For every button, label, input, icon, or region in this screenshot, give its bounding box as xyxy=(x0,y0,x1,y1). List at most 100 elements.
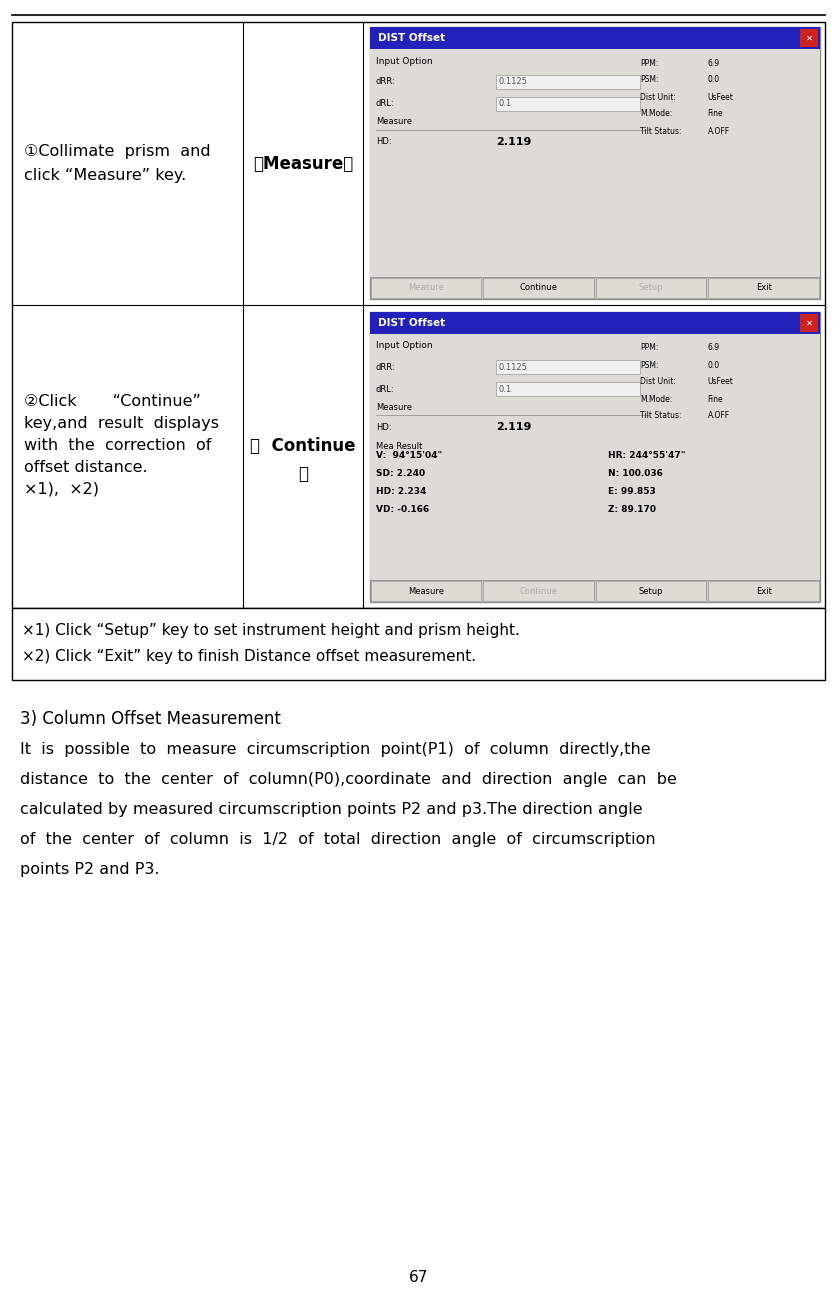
Bar xyxy=(370,335,819,580)
Bar xyxy=(370,312,819,602)
Text: Tilt Status:: Tilt Status: xyxy=(640,126,681,135)
Text: SD: 2.240: SD: 2.240 xyxy=(375,470,425,479)
Text: dRR:: dRR: xyxy=(375,362,395,371)
Text: A.OFF: A.OFF xyxy=(706,126,729,135)
Bar xyxy=(370,278,481,298)
Text: dRL:: dRL: xyxy=(375,100,394,109)
Text: calculated by measured circumscription points P2 and p3.The direction angle: calculated by measured circumscription p… xyxy=(20,802,642,817)
Bar xyxy=(799,314,817,332)
Text: DIST Offset: DIST Offset xyxy=(378,318,445,328)
Text: PSM:: PSM: xyxy=(640,76,658,84)
Text: ②Click       “Continue”: ②Click “Continue” xyxy=(24,394,201,409)
Text: Exit: Exit xyxy=(755,283,771,293)
Bar xyxy=(496,359,640,374)
Text: M.Mode:: M.Mode: xyxy=(640,109,671,118)
Text: HR: 244°55'47": HR: 244°55'47" xyxy=(608,451,686,461)
Bar xyxy=(370,580,819,602)
Text: click “Measure” key.: click “Measure” key. xyxy=(24,168,186,182)
Bar xyxy=(707,581,818,601)
Text: Mea Result: Mea Result xyxy=(375,442,422,451)
Text: 0.0: 0.0 xyxy=(706,361,719,370)
Text: HD: 2.234: HD: 2.234 xyxy=(375,488,426,496)
Text: Measure: Measure xyxy=(408,586,444,596)
Text: Input Option: Input Option xyxy=(375,56,432,66)
Text: offset distance.: offset distance. xyxy=(24,461,147,475)
Text: 0.1: 0.1 xyxy=(498,100,512,109)
Text: Measure: Measure xyxy=(375,118,411,126)
Text: PPM:: PPM: xyxy=(640,344,658,353)
Text: Dist Unit:: Dist Unit: xyxy=(640,378,675,387)
Text: ✕: ✕ xyxy=(804,34,812,42)
Bar xyxy=(483,278,594,298)
Text: Z: 89.170: Z: 89.170 xyxy=(608,505,655,514)
Text: Setup: Setup xyxy=(638,283,663,293)
Text: 2.119: 2.119 xyxy=(496,422,531,432)
Text: dRR:: dRR: xyxy=(375,77,395,87)
Text: It  is  possible  to  measure  circumscription  point(P1)  of  column  directly,: It is possible to measure circumscriptio… xyxy=(20,743,650,757)
Text: Exit: Exit xyxy=(755,586,771,596)
Text: dRL:: dRL: xyxy=(375,384,394,394)
Bar xyxy=(483,581,594,601)
Text: Continue: Continue xyxy=(519,283,557,293)
Text: PPM:: PPM: xyxy=(640,59,658,67)
Text: Input Option: Input Option xyxy=(375,341,432,350)
Text: 0.1125: 0.1125 xyxy=(498,362,528,371)
Text: V:  94°15'04": V: 94°15'04" xyxy=(375,451,441,461)
Text: A.OFF: A.OFF xyxy=(706,412,729,421)
Text: Fine: Fine xyxy=(706,109,722,118)
Text: 【Measure】: 【Measure】 xyxy=(252,155,353,172)
Bar xyxy=(12,22,824,607)
Text: ×2) Click “Exit” key to finish Distance offset measurement.: ×2) Click “Exit” key to finish Distance … xyxy=(22,648,476,664)
Text: ×1) Click “Setup” key to set instrument height and prism height.: ×1) Click “Setup” key to set instrument … xyxy=(22,622,519,638)
Bar xyxy=(595,581,706,601)
Text: key,and  result  displays: key,and result displays xyxy=(24,416,219,432)
Text: 0.0: 0.0 xyxy=(706,76,719,84)
Text: 【  Continue: 【 Continue xyxy=(250,437,355,455)
Text: with  the  correction  of: with the correction of xyxy=(24,438,212,453)
Bar xyxy=(370,277,819,299)
Text: Dist Unit:: Dist Unit: xyxy=(640,93,675,101)
Text: ①Collimate  prism  and: ①Collimate prism and xyxy=(24,144,211,159)
Text: 0.1125: 0.1125 xyxy=(498,77,528,87)
Text: Continue: Continue xyxy=(519,586,557,596)
Bar xyxy=(370,28,819,299)
Text: UsFeet: UsFeet xyxy=(706,93,732,101)
Text: E: 99.853: E: 99.853 xyxy=(608,488,655,496)
Text: 67: 67 xyxy=(408,1270,428,1284)
Bar xyxy=(496,97,640,112)
Text: points P2 and P3.: points P2 and P3. xyxy=(20,862,160,876)
Text: of  the  center  of  column  is  1/2  of  total  direction  angle  of  circumscr: of the center of column is 1/2 of total … xyxy=(20,832,655,848)
Text: Measure: Measure xyxy=(408,283,444,293)
Text: PSM:: PSM: xyxy=(640,361,658,370)
Bar xyxy=(799,29,817,47)
Bar xyxy=(496,382,640,396)
Text: ×1),  ×2): ×1), ×2) xyxy=(24,482,99,497)
Bar xyxy=(370,312,819,335)
Bar xyxy=(370,581,481,601)
Text: HD:: HD: xyxy=(375,138,391,147)
Bar xyxy=(12,607,824,680)
Text: distance  to  the  center  of  column(P0),coordinate  and  direction  angle  can: distance to the center of column(P0),coo… xyxy=(20,771,676,787)
Text: 6.9: 6.9 xyxy=(706,59,719,67)
Text: VD: -0.166: VD: -0.166 xyxy=(375,505,429,514)
Bar xyxy=(370,49,819,277)
Text: HD:: HD: xyxy=(375,422,391,432)
Bar xyxy=(707,278,818,298)
Text: 2.119: 2.119 xyxy=(496,136,531,147)
Text: ✕: ✕ xyxy=(804,319,812,328)
Text: Tilt Status:: Tilt Status: xyxy=(640,412,681,421)
Bar xyxy=(595,278,706,298)
Text: M.Mode:: M.Mode: xyxy=(640,395,671,404)
Text: DIST Offset: DIST Offset xyxy=(378,33,445,43)
Text: Measure: Measure xyxy=(375,403,411,412)
Text: 6.9: 6.9 xyxy=(706,344,719,353)
Bar xyxy=(496,75,640,89)
Text: UsFeet: UsFeet xyxy=(706,378,732,387)
Bar xyxy=(370,28,819,49)
Text: N: 100.036: N: 100.036 xyxy=(608,470,663,479)
Text: Fine: Fine xyxy=(706,395,722,404)
Text: 】: 】 xyxy=(298,466,308,484)
Text: 0.1: 0.1 xyxy=(498,384,512,394)
Text: Setup: Setup xyxy=(638,586,663,596)
Text: 3) Column Offset Measurement: 3) Column Offset Measurement xyxy=(20,710,281,728)
